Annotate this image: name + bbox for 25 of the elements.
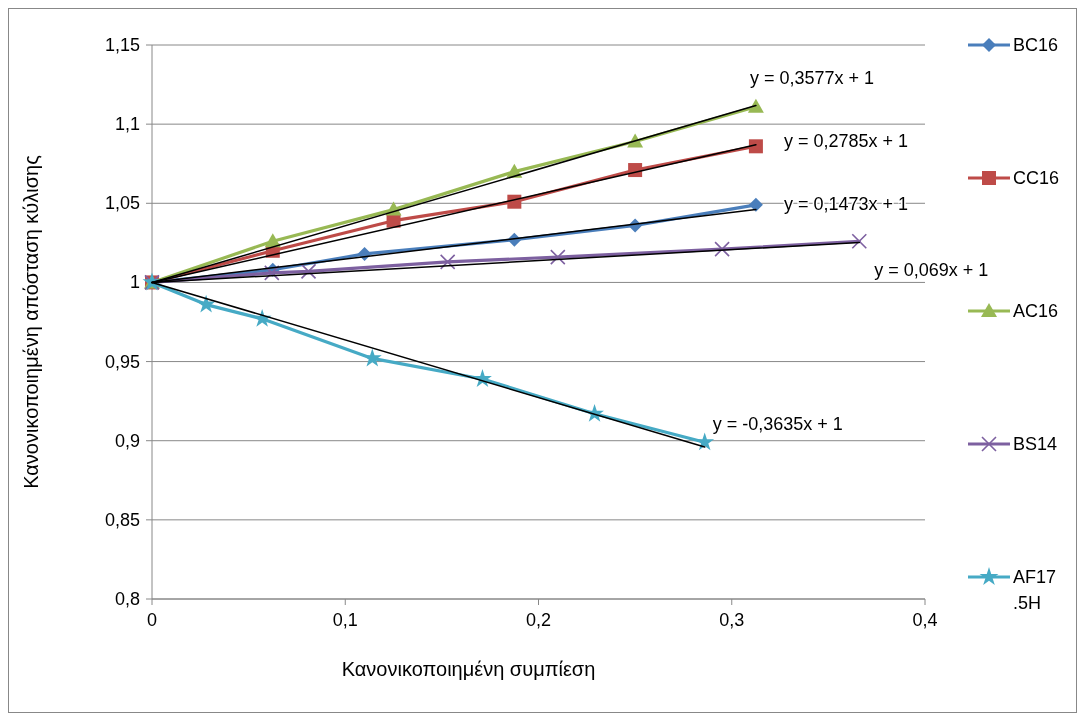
y-tick-label: 0,95 <box>104 351 140 372</box>
x-axis-title: Κανονικοποιημένη συμπίεση <box>341 658 596 680</box>
annotation: y = 0,069x + 1 <box>874 260 989 281</box>
y-axis-title: Κανονικοποιημένη απόσταση κύλισης <box>20 154 42 489</box>
y-tick-label: 1,05 <box>104 193 140 214</box>
legend-label: BS14 <box>1013 434 1058 454</box>
y-tick-label: 1,15 <box>104 35 140 55</box>
y-tick-label: 1,1 <box>114 114 140 135</box>
legend-label: AC16 <box>1013 301 1059 321</box>
annotation: y = 0,3577x + 1 <box>749 68 874 89</box>
annotation: y = -0,3635x + 1 <box>712 414 843 435</box>
y-tick-label: 0,8 <box>114 589 140 609</box>
x-tick-label: 0 <box>146 610 158 630</box>
x-tick-label: 0,3 <box>719 610 745 630</box>
legend-label: CC16 <box>1013 168 1060 188</box>
y-tick-label: 0,85 <box>104 509 140 530</box>
legend-label: AF17.5H <box>1013 567 1057 613</box>
x-tick-label: 0,2 <box>525 610 552 630</box>
x-tick-label: 0,4 <box>912 610 938 630</box>
x-tick-label: 0,1 <box>332 610 358 630</box>
annotation: y = 0,2785x + 1 <box>783 130 908 151</box>
y-tick-label: 1 <box>129 272 140 293</box>
y-tick-label: 0,9 <box>114 430 140 451</box>
legend-label: BC16 <box>1013 35 1059 55</box>
annotation: y = 0,1473x + 1 <box>783 194 908 215</box>
